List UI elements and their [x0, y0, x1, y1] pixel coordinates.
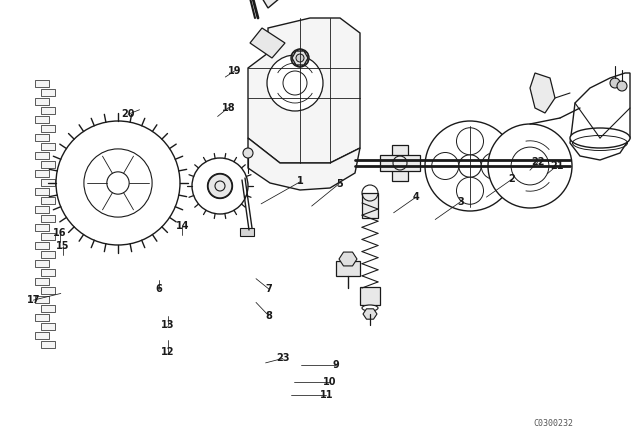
Bar: [41, 305, 55, 312]
Circle shape: [208, 174, 232, 198]
Bar: [41, 143, 55, 150]
Bar: [41, 251, 55, 258]
Text: 21: 21: [550, 161, 564, 171]
Text: 9: 9: [333, 360, 339, 370]
Text: 19: 19: [228, 66, 242, 76]
Circle shape: [243, 148, 253, 158]
Text: 22: 22: [531, 157, 545, 167]
Bar: [41, 107, 55, 114]
Bar: [240, 228, 254, 236]
Text: 16: 16: [52, 228, 67, 238]
Bar: [41, 341, 55, 348]
Bar: [41, 125, 55, 132]
Bar: [35, 314, 49, 321]
Polygon shape: [530, 73, 555, 113]
Bar: [380, 155, 420, 171]
Ellipse shape: [362, 305, 378, 311]
Bar: [41, 233, 55, 240]
Text: 1: 1: [298, 177, 304, 186]
Bar: [41, 215, 55, 222]
Bar: [336, 261, 360, 276]
Text: 14: 14: [175, 221, 189, 231]
Circle shape: [481, 152, 508, 180]
Circle shape: [291, 49, 309, 67]
Circle shape: [267, 55, 323, 111]
Bar: [35, 134, 49, 141]
Text: 3: 3: [458, 197, 464, 207]
Polygon shape: [339, 252, 357, 266]
Circle shape: [296, 54, 304, 62]
Text: 7: 7: [266, 284, 272, 294]
Text: 17: 17: [26, 295, 40, 305]
Bar: [35, 260, 49, 267]
Text: 8: 8: [266, 311, 272, 321]
Circle shape: [617, 81, 627, 91]
Text: 13: 13: [161, 320, 175, 330]
Text: 15: 15: [56, 241, 70, 251]
Text: 12: 12: [161, 347, 175, 357]
Bar: [35, 224, 49, 231]
Ellipse shape: [570, 128, 630, 148]
Bar: [35, 80, 49, 87]
Bar: [392, 145, 408, 181]
Text: 2: 2: [509, 174, 515, 184]
Text: 4: 4: [413, 192, 419, 202]
Bar: [35, 332, 49, 339]
Bar: [41, 89, 55, 96]
Polygon shape: [570, 73, 630, 160]
Bar: [362, 193, 378, 218]
Polygon shape: [248, 138, 360, 190]
Circle shape: [56, 121, 180, 245]
Bar: [41, 161, 55, 168]
Bar: [35, 152, 49, 159]
Text: C0300232: C0300232: [534, 419, 573, 428]
Circle shape: [192, 158, 248, 214]
Text: 11: 11: [319, 390, 333, 400]
Circle shape: [425, 121, 515, 211]
Bar: [35, 278, 49, 285]
Circle shape: [610, 78, 620, 88]
Bar: [35, 116, 49, 123]
Polygon shape: [218, 0, 282, 8]
Bar: [35, 170, 49, 177]
Polygon shape: [292, 51, 308, 65]
Bar: [35, 98, 49, 105]
Bar: [35, 206, 49, 213]
Bar: [41, 179, 55, 186]
Text: 18: 18: [221, 103, 236, 112]
Bar: [41, 287, 55, 294]
Circle shape: [432, 152, 459, 180]
Bar: [41, 323, 55, 330]
Text: 23: 23: [276, 353, 290, 363]
Text: 20: 20: [121, 109, 135, 119]
Bar: [35, 242, 49, 249]
Bar: [35, 296, 49, 303]
Polygon shape: [248, 18, 360, 163]
Text: 6: 6: [156, 284, 162, 294]
Text: 10: 10: [323, 377, 337, 387]
Bar: [360, 287, 380, 305]
Bar: [41, 269, 55, 276]
Polygon shape: [292, 49, 308, 67]
Bar: [35, 188, 49, 195]
Polygon shape: [250, 28, 285, 58]
Circle shape: [488, 124, 572, 208]
Polygon shape: [363, 309, 377, 319]
Text: 5: 5: [336, 179, 342, 189]
Bar: [41, 197, 55, 204]
Circle shape: [456, 128, 483, 155]
Circle shape: [456, 177, 483, 204]
